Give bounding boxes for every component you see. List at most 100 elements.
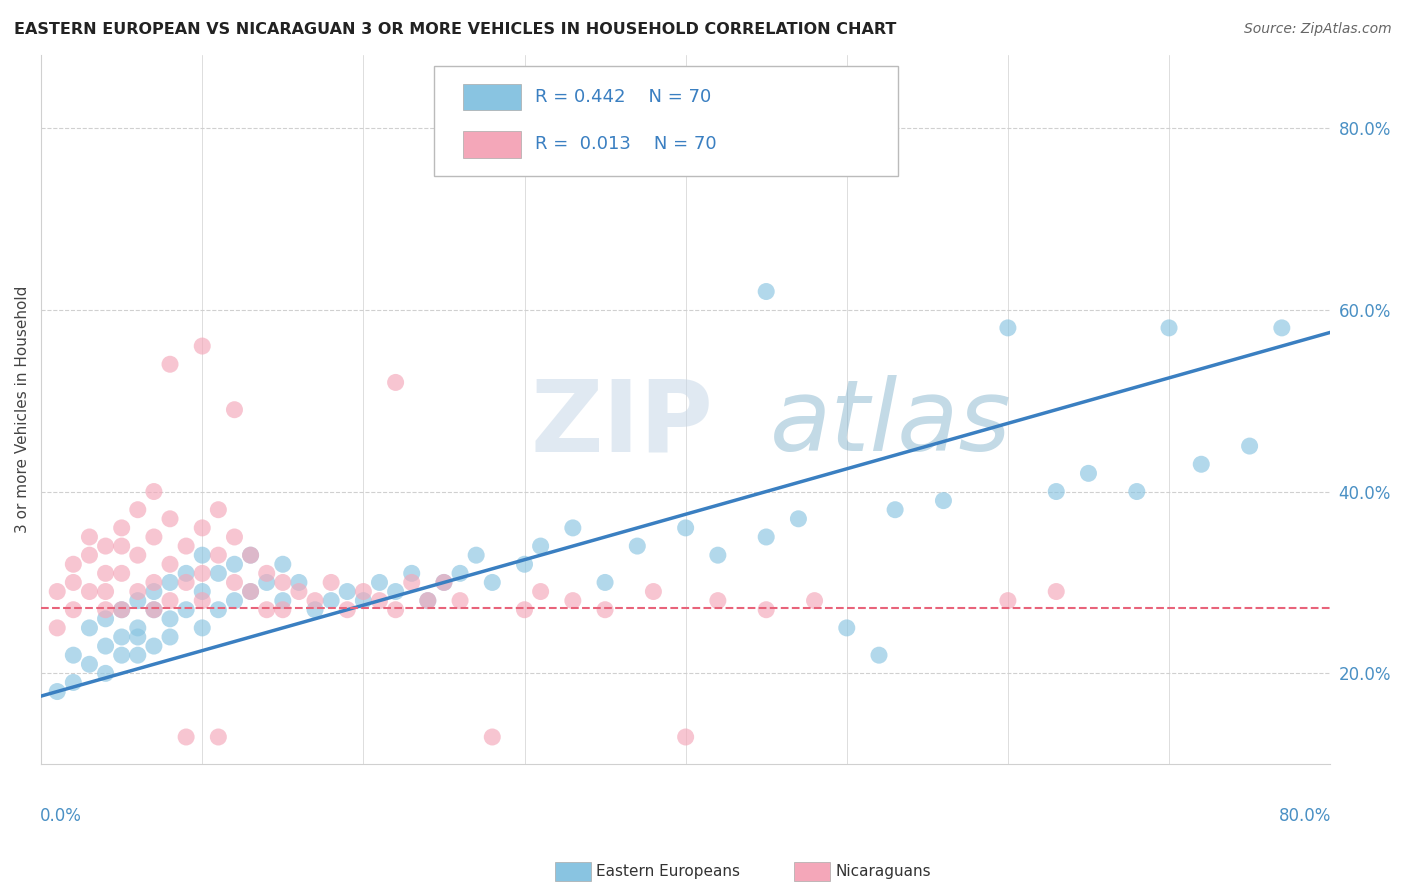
Point <box>46 584 69 599</box>
Point <box>127 584 149 599</box>
Point <box>481 730 503 744</box>
Point <box>127 502 149 516</box>
Point <box>868 648 890 662</box>
Point <box>174 539 197 553</box>
Point <box>207 566 229 581</box>
Point <box>449 566 471 581</box>
Point <box>191 621 214 635</box>
Point <box>304 593 326 607</box>
Point <box>79 548 101 562</box>
Point <box>530 584 553 599</box>
Point <box>675 730 697 744</box>
Point <box>787 512 810 526</box>
FancyBboxPatch shape <box>463 131 520 158</box>
Point <box>593 603 616 617</box>
Point <box>191 593 214 607</box>
Point <box>224 575 246 590</box>
Point <box>271 558 294 572</box>
Point <box>643 584 665 599</box>
Point <box>224 402 246 417</box>
Point <box>416 593 439 607</box>
Point <box>142 484 165 499</box>
Text: 80.0%: 80.0% <box>1279 807 1331 825</box>
Point <box>94 603 117 617</box>
Point <box>239 548 262 562</box>
Point <box>997 321 1019 335</box>
Point <box>368 575 391 590</box>
Point <box>62 558 84 572</box>
Point <box>1271 321 1294 335</box>
Point <box>174 575 197 590</box>
Point <box>94 612 117 626</box>
Text: Source: ZipAtlas.com: Source: ZipAtlas.com <box>1244 22 1392 37</box>
Point <box>401 566 423 581</box>
Point <box>94 584 117 599</box>
Point <box>384 603 406 617</box>
Point <box>239 584 262 599</box>
Point <box>593 575 616 590</box>
Point <box>707 548 730 562</box>
Point <box>271 575 294 590</box>
Point <box>79 621 101 635</box>
Point <box>352 584 374 599</box>
Point <box>321 575 343 590</box>
Point <box>416 593 439 607</box>
Point <box>368 593 391 607</box>
Text: Eastern Europeans: Eastern Europeans <box>596 864 740 879</box>
Point <box>1045 484 1067 499</box>
Point <box>62 675 84 690</box>
Point <box>142 575 165 590</box>
Point <box>1189 457 1212 471</box>
Point <box>207 502 229 516</box>
Point <box>79 530 101 544</box>
Point <box>401 575 423 590</box>
Point <box>62 575 84 590</box>
Point <box>142 530 165 544</box>
Point <box>94 666 117 681</box>
Point <box>224 593 246 607</box>
Point <box>271 593 294 607</box>
Point <box>94 639 117 653</box>
Point <box>127 621 149 635</box>
Point <box>352 593 374 607</box>
Point <box>191 548 214 562</box>
Point <box>256 603 278 617</box>
Point <box>159 575 181 590</box>
Point <box>884 502 907 516</box>
Point <box>191 566 214 581</box>
Point <box>79 657 101 672</box>
Point <box>159 612 181 626</box>
Point <box>321 593 343 607</box>
Point <box>433 575 456 590</box>
Point <box>207 548 229 562</box>
Y-axis label: 3 or more Vehicles in Household: 3 or more Vehicles in Household <box>15 286 30 533</box>
Point <box>46 684 69 698</box>
Point <box>932 493 955 508</box>
Text: atlas: atlas <box>769 376 1011 473</box>
Point <box>142 603 165 617</box>
Point <box>127 593 149 607</box>
Point <box>111 603 134 617</box>
Point <box>224 530 246 544</box>
Point <box>111 630 134 644</box>
Point <box>174 603 197 617</box>
Point <box>191 521 214 535</box>
Point <box>256 575 278 590</box>
Point <box>111 539 134 553</box>
Point <box>449 593 471 607</box>
Point <box>127 548 149 562</box>
Point <box>626 539 648 553</box>
Point <box>675 521 697 535</box>
Point <box>159 512 181 526</box>
Point <box>127 630 149 644</box>
FancyBboxPatch shape <box>434 66 898 176</box>
Point <box>94 539 117 553</box>
Point <box>174 730 197 744</box>
Text: 0.0%: 0.0% <box>39 807 82 825</box>
Point <box>755 603 778 617</box>
Point <box>835 621 858 635</box>
Point <box>111 566 134 581</box>
Point <box>191 339 214 353</box>
Point <box>46 621 69 635</box>
Point <box>561 521 583 535</box>
